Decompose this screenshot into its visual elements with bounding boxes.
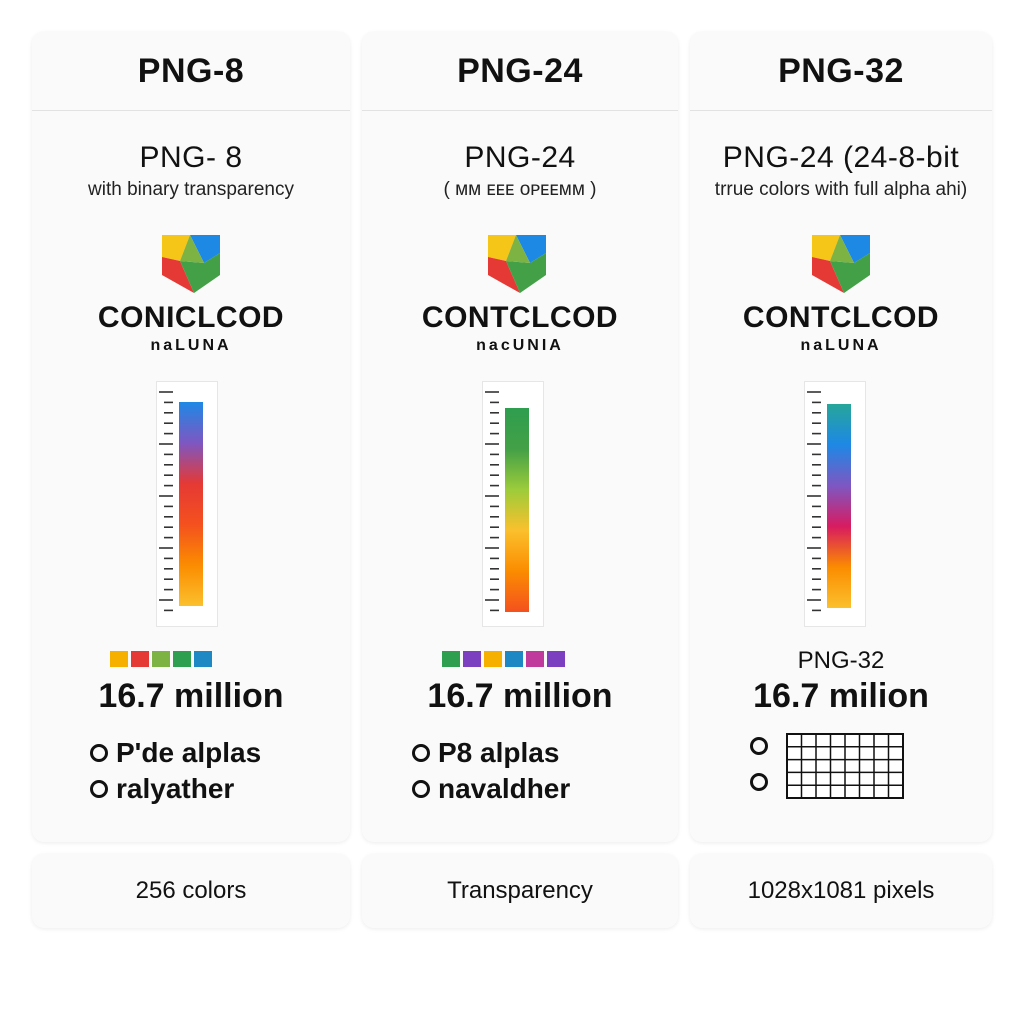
color-swatch <box>152 651 170 667</box>
bullet-circle-icon <box>750 737 768 755</box>
card-description: trrue colors with full alpha ahi) <box>714 179 968 200</box>
brand-subtitle: naLUNA <box>150 337 232 354</box>
bullet-text: P8 alplas <box>438 737 560 768</box>
color-depth-ruler <box>482 381 544 627</box>
color-depth-ruler <box>804 381 866 627</box>
card-body: PNG- 8 with binary transparency CONICLCO… <box>32 111 350 841</box>
color-swatch <box>526 651 544 667</box>
bullet-item <box>750 773 768 791</box>
bullet-circle-icon <box>412 780 430 798</box>
ruler-ticks <box>485 391 499 612</box>
card-description: ( ᴍᴍ ᴇᴇᴇ ᴏᴘᴇᴇᴍᴍ ) <box>443 179 597 200</box>
brand-name: CONICLCOD <box>97 301 285 334</box>
brand-name: CONTCLCOD <box>421 301 619 334</box>
shield-logo-icon <box>162 235 220 293</box>
column-png32: PNG-32 PNG-24 (24-8-bit trrue colors wit… <box>690 32 992 928</box>
format-label: PNG-32 <box>797 647 885 674</box>
color-count: 16.7 million <box>427 677 613 715</box>
footer-label: Transparency <box>362 854 678 928</box>
palette-swatches <box>442 651 565 667</box>
color-count: 16.7 million <box>98 677 284 715</box>
bullet-item: P'de alplas <box>90 737 261 769</box>
brand-name: CONTCLCOD <box>742 301 940 334</box>
bullet-text: navaldher <box>438 773 571 804</box>
bullet-item <box>750 737 768 755</box>
color-swatch <box>463 651 481 667</box>
bullet-circle-icon <box>750 773 768 791</box>
color-swatch <box>194 651 212 667</box>
color-swatch <box>110 651 128 667</box>
color-count: 16.7 milion <box>753 677 929 715</box>
card-description: with binary transparency <box>88 179 294 200</box>
color-depth-ruler <box>156 381 218 627</box>
color-swatch <box>442 651 460 667</box>
column-png24: PNG-24 PNG-24 ( ᴍᴍ ᴇᴇᴇ ᴏᴘᴇᴇᴍᴍ ) CONTCLCO… <box>362 32 678 928</box>
card-png32: PNG-32 PNG-24 (24-8-bit trrue colors wit… <box>690 32 992 842</box>
color-swatch <box>547 651 565 667</box>
color-swatch <box>505 651 523 667</box>
shield-logo-icon <box>812 235 870 293</box>
brand-subtitle: naLUNA <box>800 337 882 354</box>
shield-logo-icon <box>488 235 546 293</box>
bullet-circle-icon <box>90 744 108 762</box>
bullet-text: P'de alplas <box>116 737 262 768</box>
bullet-item: ralyather <box>90 773 234 805</box>
gradient-bar <box>179 402 203 606</box>
gradient-bar <box>827 404 851 608</box>
column-png8: PNG-8 PNG- 8 with binary transparency CO… <box>32 32 350 928</box>
card-subtitle: PNG-24 (24-8-bit <box>722 141 960 174</box>
ruler-ticks <box>807 391 821 612</box>
color-swatch <box>131 651 149 667</box>
color-swatch <box>173 651 191 667</box>
card-body: PNG-24 ( ᴍᴍ ᴇᴇᴇ ᴏᴘᴇᴇᴍᴍ ) CONTCLCOD nacUN… <box>362 111 678 841</box>
bullet-circle-icon <box>90 780 108 798</box>
card-png24: PNG-24 PNG-24 ( ᴍᴍ ᴇᴇᴇ ᴏᴘᴇᴇᴍᴍ ) CONTCLCO… <box>362 32 678 842</box>
card-png8: PNG-8 PNG- 8 with binary transparency CO… <box>32 32 350 842</box>
bullet-text: ralyather <box>116 773 235 804</box>
card-body: PNG-24 (24-8-bit trrue colors with full … <box>690 111 992 841</box>
pixel-grid-icon <box>786 733 904 799</box>
card-subtitle: PNG- 8 <box>139 141 243 174</box>
bullet-item: P8 alplas <box>412 737 559 769</box>
brand-subtitle: nacUNIA <box>476 337 564 354</box>
color-swatch <box>484 651 502 667</box>
card-header: PNG-24 <box>362 32 678 111</box>
palette-swatches <box>110 651 212 667</box>
gradient-bar <box>505 408 529 612</box>
card-header: PNG-8 <box>32 32 350 111</box>
ruler-ticks <box>159 391 173 612</box>
card-subtitle: PNG-24 <box>464 141 576 174</box>
footer-label: 256 colors <box>32 854 350 928</box>
bullet-circle-icon <box>412 744 430 762</box>
card-header: PNG-32 <box>690 32 992 111</box>
footer-label: 1028x1081 pixels <box>690 854 992 928</box>
bullet-item: navaldher <box>412 773 570 805</box>
